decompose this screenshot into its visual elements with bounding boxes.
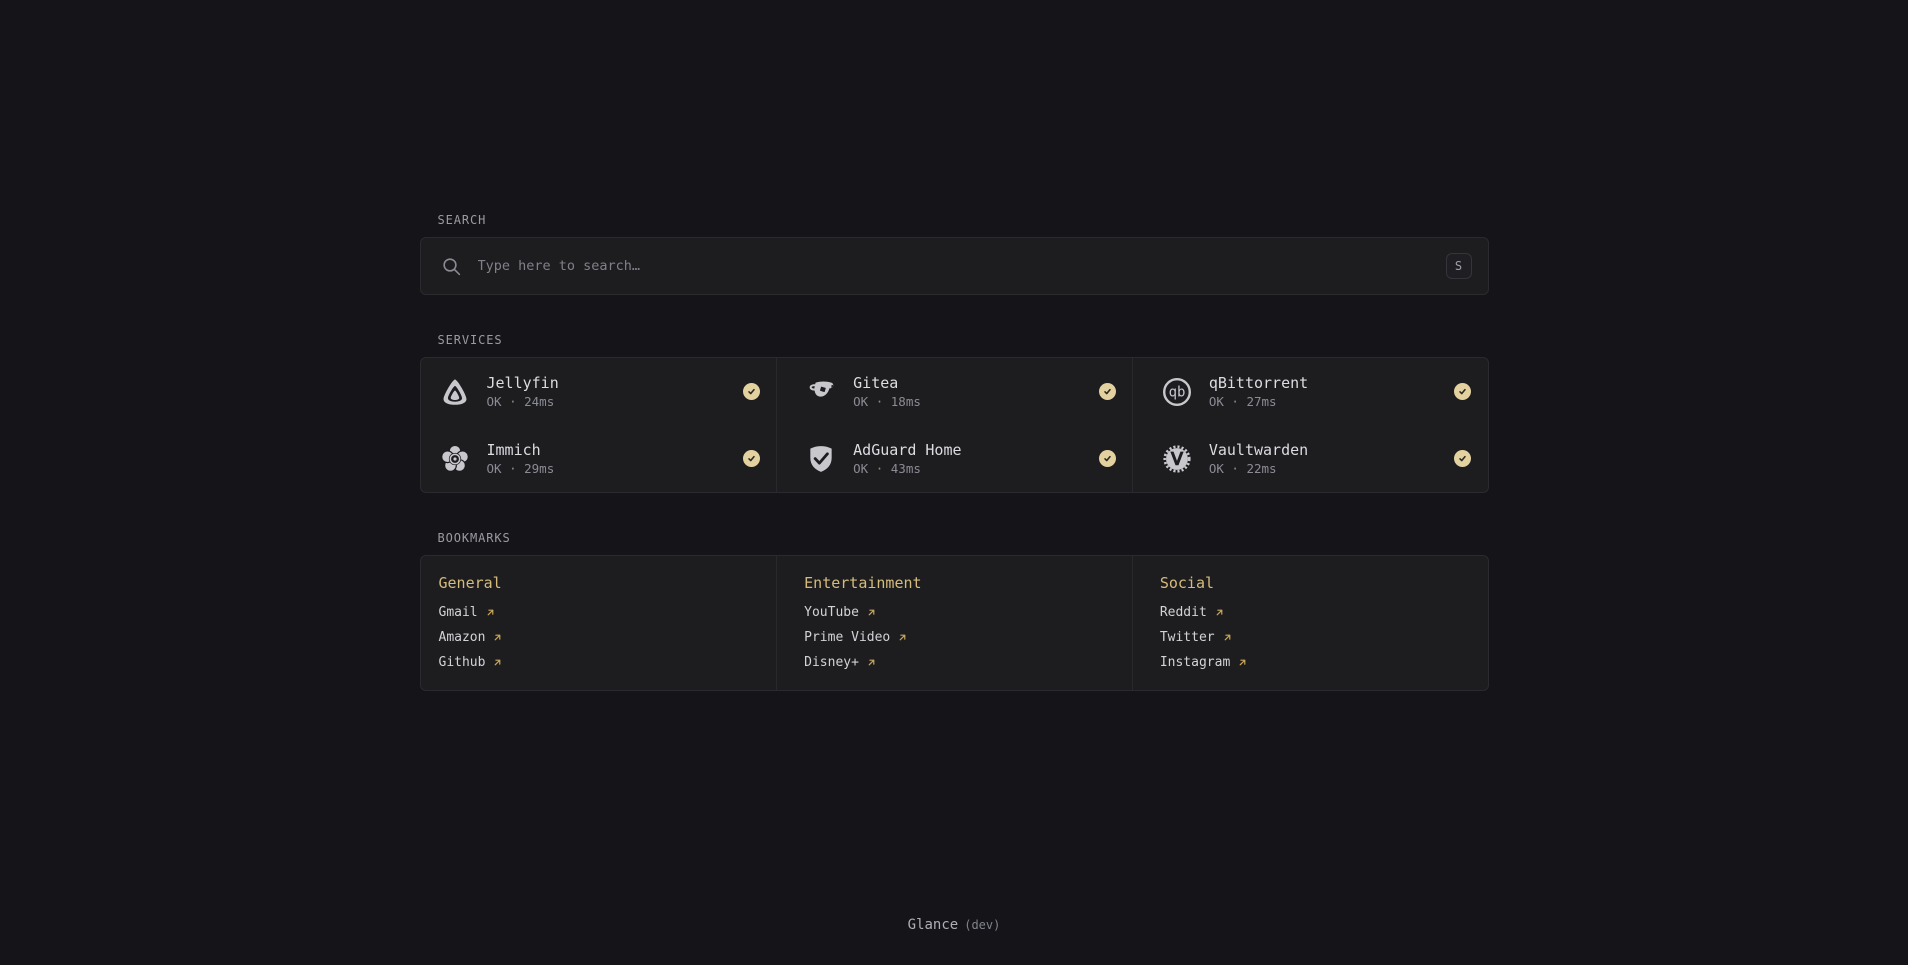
status-ok-badge — [1454, 450, 1472, 467]
bookmark-link-gmail[interactable]: Gmail — [439, 605, 496, 620]
bookmark-group-general: General Gmail Amazon Github — [421, 556, 777, 690]
qbittorrent-icon: qb — [1161, 376, 1193, 408]
bookmark-group-entertainment: Entertainment YouTube Prime Video Disney+ — [776, 556, 1132, 690]
arrow-up-right-icon — [492, 632, 503, 643]
bookmark-link-label: Amazon — [438, 630, 486, 645]
bookmark-link-label: Github — [438, 655, 486, 670]
search-widget: SEARCH S — [419, 213, 1489, 295]
service-text: Vaultwarden OK · 22ms — [1209, 441, 1308, 477]
bookmark-group-title: Entertainment — [804, 574, 922, 592]
status-ok-badge — [1098, 383, 1116, 400]
service-adguard-home[interactable]: AdGuard Home OK · 43ms — [776, 425, 1132, 492]
service-vaultwarden[interactable]: Vaultwarden OK · 22ms — [1131, 425, 1488, 492]
search-input[interactable] — [475, 257, 1446, 275]
vaultwarden-icon — [1161, 443, 1193, 475]
service-status: OK · 43ms — [853, 460, 921, 476]
footer-app-name: Glance — [907, 917, 959, 933]
service-status: OK · 27ms — [1208, 393, 1277, 409]
status-ok-badge — [743, 383, 761, 400]
bookmark-link-label: Twitter — [1159, 630, 1215, 645]
arrow-up-right-icon — [897, 632, 908, 643]
service-text: Jellyfin OK · 24ms — [487, 374, 559, 410]
service-gitea[interactable]: Gitea OK · 18ms — [776, 358, 1132, 425]
arrow-up-right-icon — [1222, 632, 1233, 643]
service-jellyfin[interactable]: Jellyfin OK · 24ms — [421, 358, 777, 425]
jellyfin-icon — [439, 376, 471, 408]
arrow-up-right-icon — [485, 607, 496, 618]
service-status: OK · 29ms — [486, 460, 555, 476]
service-name[interactable]: Jellyfin — [486, 373, 559, 392]
footer-env-label: (dev) — [964, 918, 1001, 932]
bookmark-link-prime-video[interactable]: Prime Video — [804, 630, 908, 645]
bookmark-link-label: YouTube — [804, 605, 859, 620]
bookmark-link-amazon[interactable]: Amazon — [439, 630, 504, 645]
service-status: OK · 22ms — [1208, 460, 1277, 476]
service-immich[interactable]: Immich OK · 29ms — [421, 425, 777, 492]
service-name[interactable]: Vaultwarden — [1208, 440, 1309, 459]
immich-icon — [439, 443, 471, 475]
search-bar[interactable]: S — [419, 237, 1489, 295]
arrow-up-right-icon — [1237, 657, 1248, 668]
bookmark-group-social: Social Reddit Twitter Instagram — [1131, 556, 1488, 690]
service-text: Immich OK · 29ms — [487, 441, 555, 477]
bookmark-link-label: Prime Video — [804, 630, 891, 645]
status-ok-badge — [1454, 383, 1472, 400]
arrow-up-right-icon — [492, 657, 503, 668]
bookmark-group-title: Social — [1159, 574, 1215, 592]
search-shortcut-key-badge: S — [1445, 253, 1472, 279]
bookmark-link-label: Instagram — [1159, 655, 1231, 670]
bookmark-link-github[interactable]: Github — [439, 655, 504, 670]
service-status: OK · 24ms — [486, 393, 555, 409]
search-icon — [441, 256, 462, 277]
svg-text:qb: qb — [1168, 384, 1185, 400]
service-name[interactable]: Immich — [486, 440, 541, 459]
service-name[interactable]: AdGuard Home — [853, 440, 962, 459]
status-ok-badge — [743, 450, 761, 467]
bookmark-group-title: General — [438, 574, 502, 592]
bookmark-link-disney[interactable]: Disney+ — [804, 655, 877, 670]
service-text: AdGuard Home OK · 43ms — [853, 441, 961, 477]
adguard-icon — [805, 443, 837, 475]
service-name[interactable]: Gitea — [853, 373, 899, 392]
bookmark-link-reddit[interactable]: Reddit — [1160, 605, 1225, 620]
service-qbittorrent[interactable]: qb qBittorrent OK · 27ms — [1131, 358, 1488, 425]
gitea-icon — [805, 376, 837, 408]
bookmark-link-twitter[interactable]: Twitter — [1160, 630, 1233, 645]
arrow-up-right-icon — [1214, 607, 1225, 618]
status-ok-badge — [1098, 450, 1116, 467]
bookmark-link-instagram[interactable]: Instagram — [1160, 655, 1248, 670]
service-text: qBittorrent OK · 27ms — [1209, 374, 1308, 410]
search-section-label: SEARCH — [437, 213, 487, 227]
services-section-label: SERVICES — [437, 333, 503, 347]
service-status: OK · 18ms — [853, 393, 921, 409]
bookmarks-grid: General Gmail Amazon Github Entertainment You… — [419, 555, 1489, 691]
footer: Glance (dev) — [0, 917, 1908, 933]
services-grid: Jellyfin OK · 24ms Gitea OK · 18ms qb qBittor… — [419, 357, 1489, 493]
arrow-up-right-icon — [866, 607, 877, 618]
bookmark-link-label: Reddit — [1159, 605, 1207, 620]
bookmark-link-label: Disney+ — [804, 655, 859, 670]
service-name[interactable]: qBittorrent — [1208, 373, 1309, 392]
services-widget: SERVICES Jellyfin OK · 24ms Gitea OK · 18ms… — [419, 333, 1489, 493]
bookmark-link-youtube[interactable]: YouTube — [804, 605, 877, 620]
service-text: Gitea OK · 18ms — [853, 374, 921, 410]
arrow-up-right-icon — [866, 657, 877, 668]
bookmarks-widget: BOOKMARKS General Gmail Amazon Github Entert… — [419, 531, 1489, 691]
bookmark-link-label: Gmail — [438, 605, 478, 620]
bookmarks-section-label: BOOKMARKS — [437, 531, 511, 545]
